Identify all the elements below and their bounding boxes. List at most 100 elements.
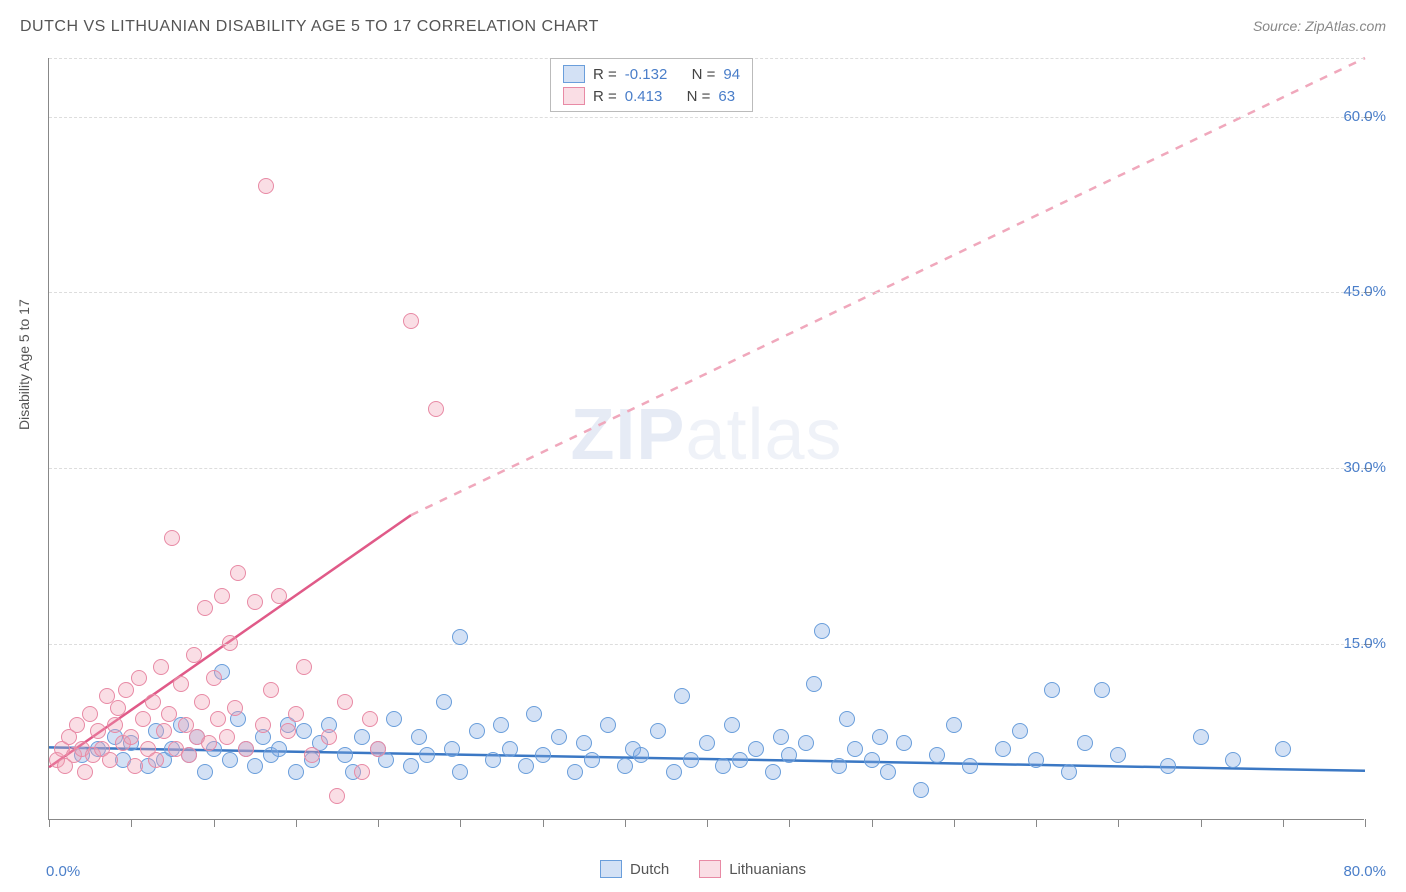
data-point	[131, 670, 147, 686]
data-point	[962, 758, 978, 774]
x-axis-tick	[1118, 819, 1119, 827]
data-point	[164, 530, 180, 546]
R-value: -0.132	[625, 66, 668, 83]
data-point	[181, 747, 197, 763]
data-point	[929, 747, 945, 763]
data-point	[666, 764, 682, 780]
data-point	[683, 752, 699, 768]
data-point	[1061, 764, 1077, 780]
data-point	[288, 764, 304, 780]
data-point	[280, 723, 296, 739]
data-point	[110, 700, 126, 716]
N-value: 94	[723, 66, 740, 83]
data-point	[880, 764, 896, 780]
data-point	[1077, 735, 1093, 751]
grid-line	[49, 117, 1364, 118]
data-point	[288, 706, 304, 722]
data-point	[650, 723, 666, 739]
data-point	[386, 711, 402, 727]
data-point	[123, 729, 139, 745]
data-point	[161, 706, 177, 722]
grid-line	[49, 644, 1364, 645]
data-point	[814, 623, 830, 639]
data-point	[1110, 747, 1126, 763]
data-point	[230, 565, 246, 581]
x-axis-tick	[789, 819, 790, 827]
data-point	[186, 647, 202, 663]
data-point	[493, 717, 509, 733]
data-point	[201, 735, 217, 751]
y-axis-tick-label: 45.0%	[1343, 283, 1386, 300]
N-value: 63	[718, 88, 735, 105]
data-point	[258, 178, 274, 194]
data-point	[444, 741, 460, 757]
data-point	[135, 711, 151, 727]
footer-legend-item: Dutch	[600, 860, 669, 878]
data-point	[748, 741, 764, 757]
data-point	[502, 741, 518, 757]
x-axis-tick	[49, 819, 50, 827]
data-point	[1193, 729, 1209, 745]
x-axis-tick	[1283, 819, 1284, 827]
data-point	[118, 682, 134, 698]
data-point	[337, 747, 353, 763]
footer-legend-label: Dutch	[630, 861, 669, 878]
x-axis-max-label: 80.0%	[1343, 863, 1386, 880]
data-point	[913, 782, 929, 798]
data-point	[197, 764, 213, 780]
data-point	[526, 706, 542, 722]
data-point	[173, 676, 189, 692]
legend-swatch-blue	[600, 860, 622, 878]
data-point	[219, 729, 235, 745]
N-label: N =	[692, 66, 716, 83]
data-point	[247, 594, 263, 610]
y-axis-tick-label: 30.0%	[1343, 459, 1386, 476]
data-point	[247, 758, 263, 774]
x-axis-tick	[1036, 819, 1037, 827]
data-point	[567, 764, 583, 780]
data-point	[337, 694, 353, 710]
R-value: 0.413	[625, 88, 663, 105]
data-point	[127, 758, 143, 774]
stats-legend-row: R = -0.132 N = 94	[563, 63, 740, 85]
data-point	[271, 588, 287, 604]
data-point	[831, 758, 847, 774]
data-point	[617, 758, 633, 774]
data-point	[773, 729, 789, 745]
data-point	[304, 747, 320, 763]
y-axis-tick-label: 60.0%	[1343, 108, 1386, 125]
data-point	[255, 717, 271, 733]
grid-line	[49, 292, 1364, 293]
data-point	[1160, 758, 1176, 774]
data-point	[296, 659, 312, 675]
data-point	[535, 747, 551, 763]
data-point	[428, 401, 444, 417]
legend-swatch-pink	[563, 87, 585, 105]
data-point	[469, 723, 485, 739]
plot-area: ZIPatlas	[48, 58, 1364, 820]
x-axis-tick	[1365, 819, 1366, 827]
data-point	[436, 694, 452, 710]
data-point	[411, 729, 427, 745]
data-point	[1225, 752, 1241, 768]
data-point	[633, 747, 649, 763]
legend-swatch-blue	[563, 65, 585, 83]
x-axis-tick	[460, 819, 461, 827]
data-point	[227, 700, 243, 716]
data-point	[946, 717, 962, 733]
data-point	[222, 752, 238, 768]
data-point	[238, 741, 254, 757]
x-axis-tick	[625, 819, 626, 827]
R-label: R =	[593, 88, 617, 105]
x-axis-tick	[954, 819, 955, 827]
data-point	[206, 670, 222, 686]
data-point	[271, 741, 287, 757]
data-point	[1028, 752, 1044, 768]
data-point	[765, 764, 781, 780]
data-point	[798, 735, 814, 751]
data-point	[518, 758, 534, 774]
chart-title: DUTCH VS LITHUANIAN DISABILITY AGE 5 TO …	[20, 18, 599, 36]
data-point	[403, 758, 419, 774]
data-point	[156, 723, 172, 739]
x-axis-tick	[543, 819, 544, 827]
